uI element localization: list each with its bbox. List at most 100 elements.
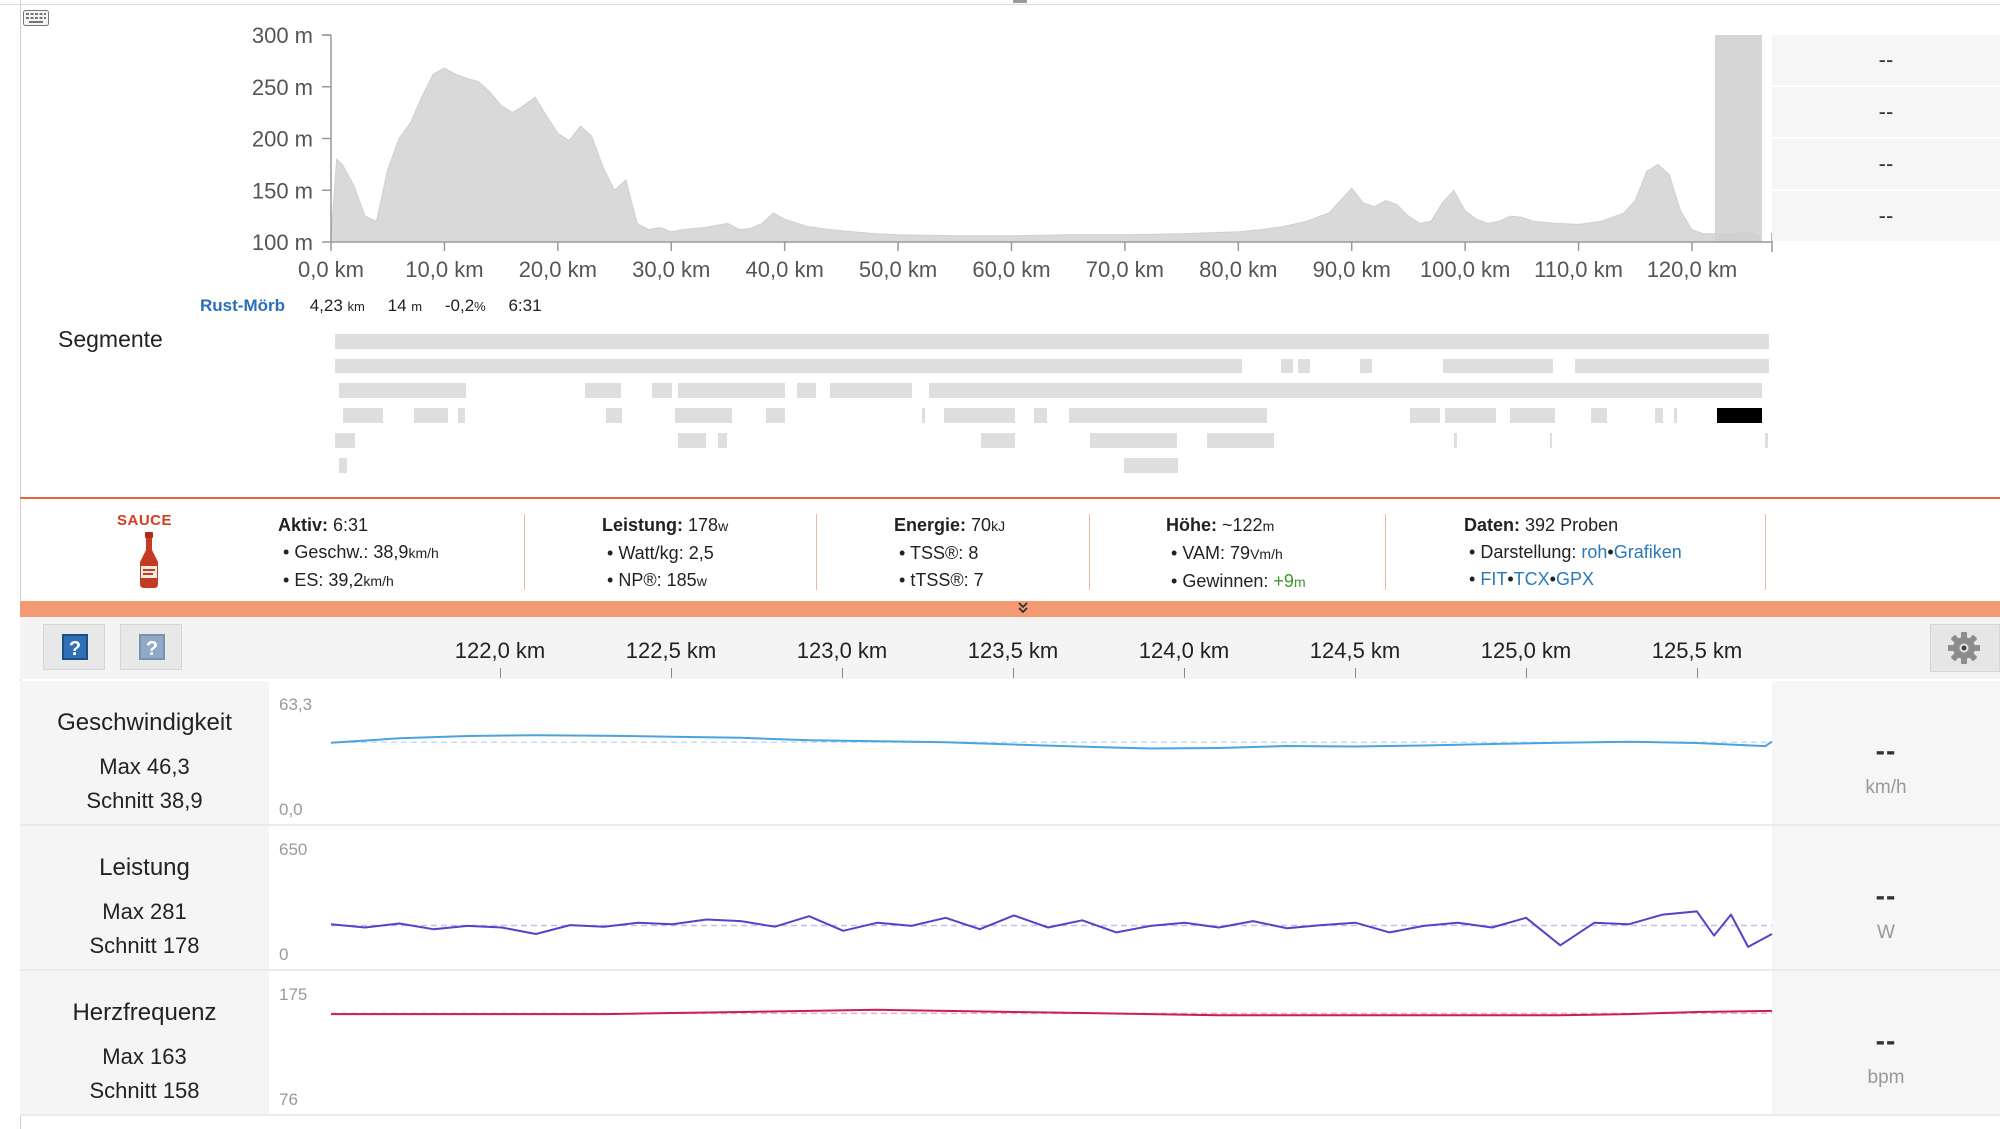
top-divider <box>0 4 2000 5</box>
segment-bar[interactable] <box>718 433 727 448</box>
segment-bar[interactable] <box>1281 359 1293 373</box>
segment-name-link[interactable]: Rust-Mörb <box>200 296 285 315</box>
summary-separator <box>1385 514 1386 590</box>
segment-bar[interactable] <box>675 408 732 423</box>
distance-axis-tick <box>1526 668 1527 678</box>
segment-bar[interactable] <box>1443 359 1553 373</box>
segment-bar[interactable] <box>1445 408 1496 423</box>
segment-bar[interactable] <box>335 433 355 448</box>
segment-info: Rust-Mörb 4,23 km 14 m -0,2% 6:31 <box>200 296 560 322</box>
help-button[interactable]: ? <box>43 624 105 670</box>
distance-axis-label: 123,5 km <box>967 638 1059 663</box>
stream-y-max-label: 650 <box>279 840 308 859</box>
segment-bar[interactable] <box>678 383 785 398</box>
stream-max: Max 281 <box>102 899 187 924</box>
stream-avg: Schnitt 38,9 <box>86 788 203 813</box>
segment-bar[interactable] <box>929 383 1762 398</box>
stream-avg: Schnitt 158 <box>89 1078 200 1103</box>
segment-bar[interactable] <box>830 383 912 398</box>
segment-bar[interactable] <box>339 383 466 398</box>
elevation-x-tick-label: 110,0 km <box>1534 257 1623 282</box>
segment-bar[interactable] <box>678 433 706 448</box>
segment-bar[interactable] <box>335 359 1242 373</box>
segment-bar[interactable] <box>1410 408 1440 423</box>
segments-heading: Segmente <box>58 326 163 352</box>
segment-bar[interactable] <box>606 408 622 423</box>
segment-bar[interactable] <box>1575 359 1769 373</box>
segment-bar[interactable] <box>981 433 1015 448</box>
settings-button[interactable] <box>1930 624 2000 672</box>
segment-bar[interactable] <box>797 383 816 398</box>
stream-y-min-label: 76 <box>279 1090 298 1109</box>
segment-bar[interactable] <box>944 408 1015 423</box>
distance-axis-label: 123,0 km <box>796 638 888 663</box>
segment-bar[interactable] <box>1090 433 1177 448</box>
display-graphs-link[interactable]: Grafiken <box>1613 542 1682 562</box>
segment-bar[interactable] <box>1655 408 1663 423</box>
distance-axis-tick <box>500 668 501 678</box>
summary-separator <box>816 514 817 590</box>
distance-axis-label: 125,5 km <box>1651 638 1743 663</box>
elevation-x-tick-label: 100,0 km <box>1420 257 1511 282</box>
summary-altitude: Höhe: ~122m • VAM: 79Vm/h • Gewinnen: +9… <box>1166 515 1306 591</box>
distance-axis-tick <box>842 668 843 678</box>
elevation-x-tick-label: 40,0 km <box>746 257 824 282</box>
display-raw-link[interactable]: roh <box>1581 542 1608 562</box>
segment-bar[interactable] <box>339 458 347 473</box>
toolbar <box>20 617 2000 679</box>
segment-bar-selected[interactable] <box>1717 408 1762 423</box>
elevation-x-tick-label: 0,0 km <box>298 257 364 282</box>
elevation-x-tick-label: 80,0 km <box>1199 257 1277 282</box>
distance-axis-label: 125,0 km <box>1480 638 1572 663</box>
segment-bar[interactable] <box>1034 408 1047 423</box>
elevation-selection[interactable] <box>1715 35 1762 242</box>
stream-value-panel <box>1772 971 2000 1114</box>
segment-bar[interactable] <box>335 334 1769 349</box>
segment-bar[interactable] <box>585 383 621 398</box>
segment-bar[interactable] <box>922 408 925 423</box>
summary-power: Leistung: 178w • Watt/kg: 2,5 • NP®: 185… <box>602 515 729 590</box>
chevron-double-down-icon[interactable] <box>1016 601 1030 615</box>
segment-bar[interactable] <box>343 408 383 423</box>
distance-axis-tick <box>1013 668 1014 678</box>
export-fit-link[interactable]: FIT <box>1480 569 1508 589</box>
elevation-x-tick-label: 120,0 km <box>1647 257 1738 282</box>
keyboard-icon[interactable] <box>23 10 49 26</box>
segment-bar[interactable] <box>766 408 785 423</box>
resize-handle[interactable] <box>1013 0 1027 3</box>
elevation-x-tick-label: 10,0 km <box>405 257 483 282</box>
segment-grade: -0,2% <box>444 296 486 315</box>
elevation-y-tick-label: 150 m <box>252 178 313 203</box>
segment-distance: 4,23 km <box>309 296 365 315</box>
help-alt-button[interactable]: ? <box>120 624 182 670</box>
right-stat-4: -- <box>1772 191 2000 241</box>
segment-bar[interactable] <box>458 408 465 423</box>
segment-bar[interactable] <box>1069 408 1267 423</box>
elevation-chart[interactable]: 300 m 250 m 200 m 150 m 100 m 0,0 km 10,0 km 2… <box>0 0 2000 290</box>
elevation-y-tick-label: 100 m <box>252 230 313 255</box>
segment-bar[interactable] <box>1298 359 1310 373</box>
elevation-y-tick-label: 250 m <box>252 75 313 100</box>
segment-bar[interactable] <box>1454 433 1457 448</box>
segment-bar[interactable] <box>652 383 672 398</box>
segment-bar[interactable] <box>1550 433 1552 448</box>
stream-line <box>331 1008 1773 1017</box>
segment-bar[interactable] <box>1360 359 1372 373</box>
export-gpx-link[interactable]: GPX <box>1555 569 1594 589</box>
stream-value-panel <box>1772 681 2000 824</box>
summary-active: Aktiv: 6:31 • Geschw.: 38,9km/h • ES: 39… <box>278 515 439 590</box>
segment-bar[interactable] <box>1510 408 1555 423</box>
stream-label-panel <box>20 826 269 969</box>
stream-y-min-label: 0 <box>279 945 289 964</box>
segment-bar[interactable] <box>1124 458 1178 473</box>
segment-bar[interactable] <box>1765 433 1768 448</box>
segment-bar[interactable] <box>414 408 448 423</box>
segment-bar[interactable] <box>1207 433 1274 448</box>
export-tcx-link[interactable]: TCX <box>1513 569 1550 589</box>
elevation-y-tick-label: 200 m <box>252 127 313 152</box>
elevation-x-tick-label: 60,0 km <box>972 257 1050 282</box>
sauce-logo: SAUCE <box>117 512 173 529</box>
summary-collapse-bar[interactable] <box>20 601 2000 617</box>
segment-bar[interactable] <box>1674 408 1677 423</box>
segment-bar[interactable] <box>1591 408 1607 423</box>
